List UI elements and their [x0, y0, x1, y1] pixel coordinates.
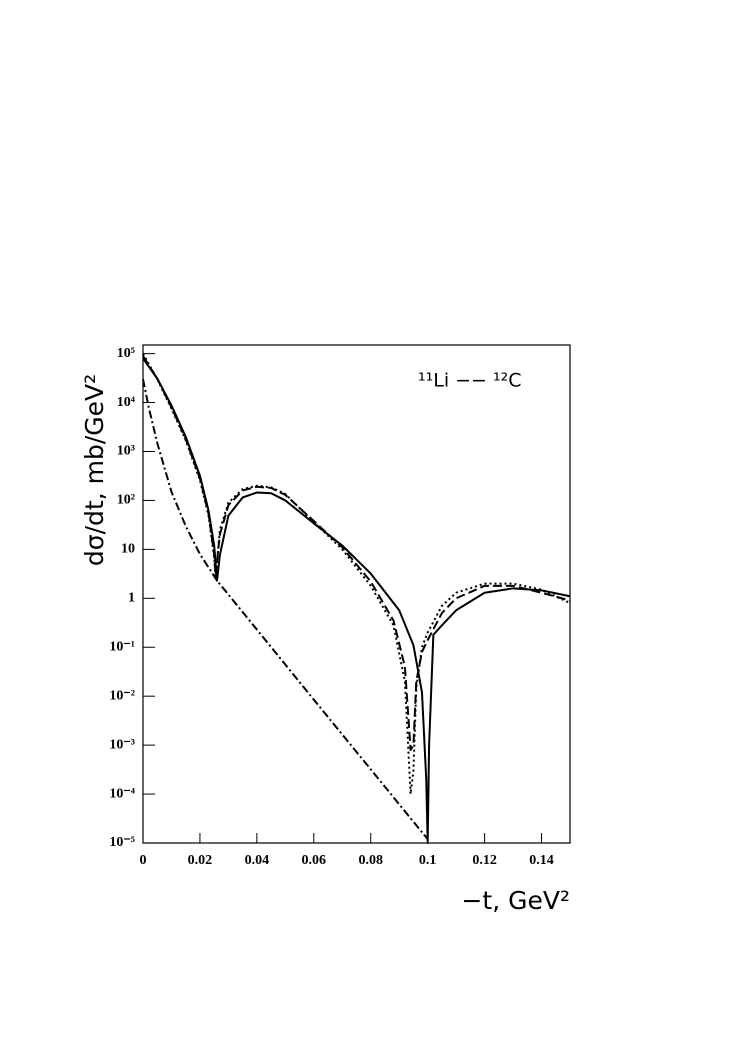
x-axis-label: −t, GeV² [461, 886, 570, 915]
x-tick-label: 0 [140, 853, 147, 868]
y-tick-label: 10³ [117, 444, 135, 459]
y-tick-label: 10⁻¹ [109, 639, 135, 654]
y-tick-label: 10⁻³ [109, 737, 135, 752]
y-tick-label: 10⁵ [117, 346, 135, 361]
x-tick-label: 0.1 [419, 853, 437, 868]
curve [142, 353, 571, 796]
x-tick-label: 0.08 [358, 853, 383, 868]
y-tick-label: 10² [117, 493, 135, 508]
x-tick-label: 0.04 [245, 853, 270, 868]
x-tick-label: 0.12 [472, 853, 497, 868]
x-tick-label: 0.14 [529, 853, 554, 868]
y-tick-label: 10⁻⁵ [109, 835, 135, 850]
y-tick-label: 10⁴ [117, 395, 136, 410]
curve [142, 379, 429, 840]
y-tick-label: 10⁻² [109, 688, 135, 703]
y-tick-label: 10⁻⁴ [109, 786, 135, 801]
y-axis-label: dσ/dt, mb/GeV² [80, 374, 109, 566]
annotation: ¹¹Li −− ¹²C [418, 370, 522, 392]
curve [142, 357, 571, 844]
plot-frame [142, 344, 571, 844]
x-tick-label: 0.06 [302, 853, 327, 868]
y-tick-label: 10 [121, 542, 135, 557]
curve [142, 355, 571, 751]
x-tick-label: 0.02 [188, 853, 213, 868]
y-tick-label: 1 [128, 591, 135, 606]
